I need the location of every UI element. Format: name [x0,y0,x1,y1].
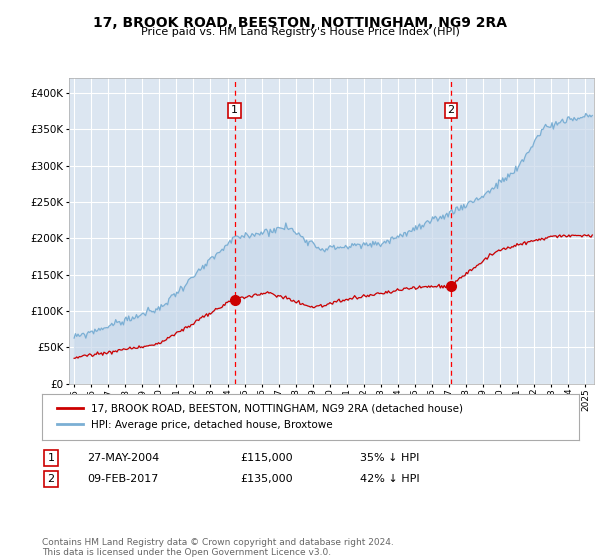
Text: 42% ↓ HPI: 42% ↓ HPI [360,474,419,484]
Text: 09-FEB-2017: 09-FEB-2017 [87,474,158,484]
Text: £135,000: £135,000 [240,474,293,484]
Text: 1: 1 [47,453,55,463]
Text: 2: 2 [448,105,455,115]
Text: 35% ↓ HPI: 35% ↓ HPI [360,453,419,463]
Text: £115,000: £115,000 [240,453,293,463]
Text: 17, BROOK ROAD, BEESTON, NOTTINGHAM, NG9 2RA: 17, BROOK ROAD, BEESTON, NOTTINGHAM, NG9… [93,16,507,30]
Text: 27-MAY-2004: 27-MAY-2004 [87,453,159,463]
Text: Contains HM Land Registry data © Crown copyright and database right 2024.
This d: Contains HM Land Registry data © Crown c… [42,538,394,557]
Legend: 17, BROOK ROAD, BEESTON, NOTTINGHAM, NG9 2RA (detached house), HPI: Average pric: 17, BROOK ROAD, BEESTON, NOTTINGHAM, NG9… [53,400,467,433]
Text: 1: 1 [231,105,238,115]
Text: 2: 2 [47,474,55,484]
Text: Price paid vs. HM Land Registry's House Price Index (HPI): Price paid vs. HM Land Registry's House … [140,27,460,37]
